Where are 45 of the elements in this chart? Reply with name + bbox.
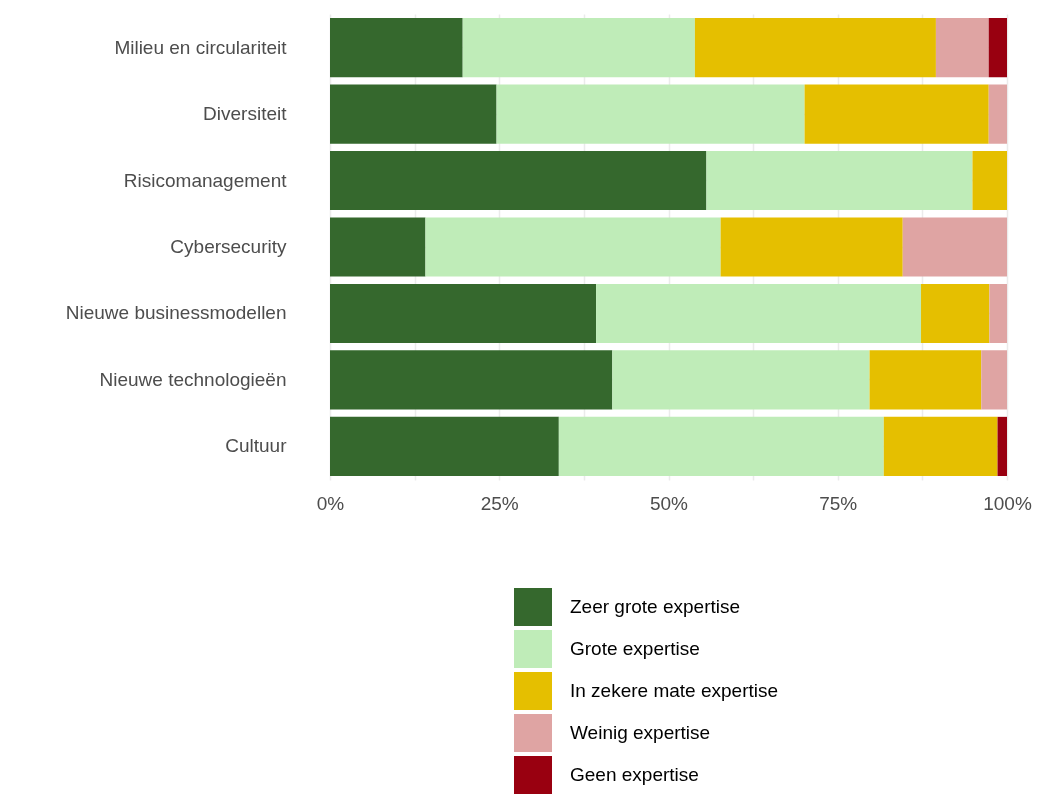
bar [883,416,998,477]
bar [804,84,989,144]
y-tick-label: Cybersecurity [170,236,287,257]
bar [612,350,870,410]
y-tick-label: Nieuwe businessmodellen [65,302,287,324]
x-tick-label: 0% [316,492,345,514]
bar [981,350,1007,410]
bar [988,17,1007,78]
x-tick-label: 100% [983,492,1032,514]
bar [706,150,973,211]
bar [921,283,990,344]
bar [462,17,695,78]
y-tick-label: Diversiteit [203,103,288,125]
y-tick-label: Cultuur [225,435,288,457]
bar [720,217,903,277]
legend-label: In zekere mate expertise [570,680,779,701]
x-tick-label: 25% [480,492,519,514]
y-tick-label: Nieuwe technologieën [99,368,287,390]
y-tick-label: Risicomanagement [123,169,288,191]
bar [972,150,1007,211]
bar [330,150,707,211]
legend-label: Weinig expertise [570,722,711,743]
bar [988,84,1007,144]
legend-label: Zeer grote expertise [570,596,741,617]
bar [989,283,1007,344]
legend-label: Geen expertise [570,764,699,785]
bar [997,416,1007,477]
legend-label: Grote expertise [570,638,700,659]
bar [596,283,922,344]
y-tick-label: Milieu en circulariteit [114,36,288,58]
x-tick-label: 50% [649,492,689,514]
bar [330,416,559,477]
bar [694,17,936,78]
bar [558,416,884,477]
bar [330,350,613,410]
bar [330,84,497,144]
bar [496,84,805,144]
bar [902,217,1007,277]
bar [869,350,982,410]
bar [935,17,989,78]
bar [425,217,721,277]
bar [330,217,426,277]
bar [330,283,597,344]
x-tick-label: 75% [819,492,858,514]
bar [330,17,463,78]
